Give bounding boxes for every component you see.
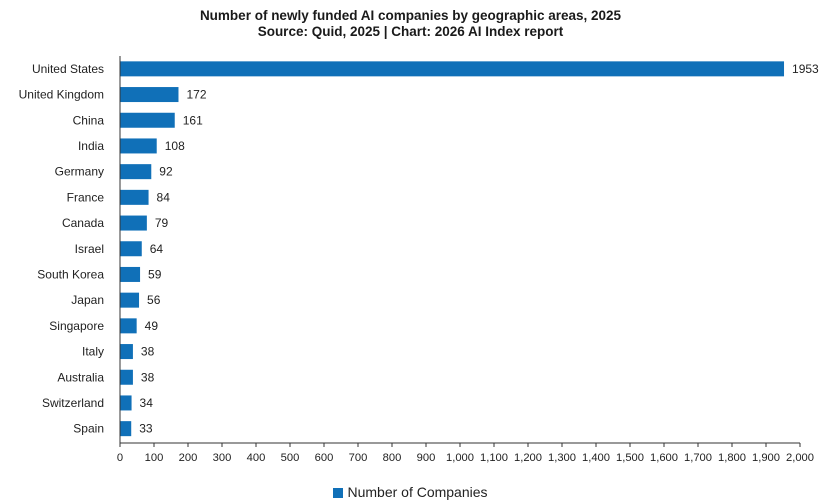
x-tick-label: 1,800 [718,452,746,464]
x-tick-label: 200 [179,452,198,464]
bar [120,241,142,257]
category-label: Japan [71,293,104,307]
bar [120,421,132,437]
data-label: 38 [141,370,155,384]
bar [120,61,785,77]
data-label: 172 [186,88,206,102]
x-tick-label: 700 [349,452,368,464]
category-label: Spain [73,422,104,436]
category-label: United Kingdom [19,88,104,102]
x-tick-label: 100 [145,452,164,464]
category-label: South Korea [37,267,104,281]
bar [120,215,147,231]
data-label: 38 [141,345,155,359]
data-label: 79 [155,216,169,230]
x-axis: 0 100 200 300 400 500 600 700 800 900 1,000 1,100 1,… [117,56,814,464]
bar [120,369,133,385]
x-tick-label: 1,900 [752,452,780,464]
category-label: Switzerland [42,396,104,410]
data-label: 49 [145,319,159,333]
x-tick-label: 1,500 [616,452,644,464]
bar [120,189,149,205]
data-label: 108 [165,139,185,153]
bar [120,164,152,180]
bar [120,112,175,128]
bar [120,87,179,103]
data-label: 33 [139,422,153,436]
legend-swatch [333,488,344,498]
x-tick-label: 1,700 [684,452,712,464]
category-label: India [78,139,104,153]
category-label: Singapore [49,319,104,333]
chart-title: Number of newly funded AI companies by g… [199,8,622,23]
category-label: United States [32,62,104,76]
bar [120,344,133,360]
data-label: 64 [150,242,164,256]
bar [120,395,132,411]
data-labels: 1953 172 161 108 92 84 79 64 59 56 49 38 38 34 33 [139,62,819,436]
data-label: 59 [148,267,162,281]
x-tick-label: 800 [383,452,402,464]
x-tick-label: 300 [213,452,232,464]
category-label: France [67,190,105,204]
x-tick-label: 1,000 [446,452,474,464]
data-label: 56 [147,293,161,307]
data-label: 161 [183,113,203,127]
bars-group [120,61,785,437]
data-label: 1953 [792,62,819,76]
x-tick-label: 400 [247,452,266,464]
category-labels: United States United Kingdom China India Ger… [19,62,105,436]
category-label: Germany [55,165,104,179]
category-label: Canada [62,216,104,230]
x-tick-label: 500 [281,452,300,464]
data-label: 34 [140,396,154,410]
bar [120,318,137,334]
category-label: Israel [75,242,104,256]
data-label: 92 [159,165,173,179]
category-label: Australia [57,370,104,384]
bar [120,292,140,308]
category-label: China [73,113,105,127]
legend-label: Number of Companies [347,484,488,500]
chart-title-block: Number of newly funded AI companies by g… [0,8,821,40]
category-label: Italy [82,345,104,359]
x-tick-label: 1,200 [514,452,542,464]
bar [120,266,141,282]
x-tick-label: 1,400 [582,452,610,464]
x-tick-label: 600 [315,452,334,464]
x-tick-label: 1,300 [548,452,576,464]
x-tick-label: 900 [417,452,436,464]
data-label: 84 [157,190,171,204]
x-tick-label: 1,600 [650,452,678,464]
x-tick-label: 2,000 [786,452,814,464]
x-tick-label: 0 [117,452,123,464]
x-tick-label: 1,100 [480,452,508,464]
legend: Number of Companies [0,484,821,500]
chart-subtitle: Source: Quid, 2025 | Chart: 2026 AI Inde… [257,24,564,39]
bar [120,138,157,154]
